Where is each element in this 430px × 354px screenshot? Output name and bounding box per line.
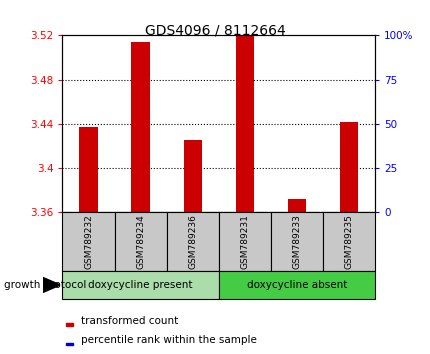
Text: doxycycline absent: doxycycline absent <box>246 280 346 290</box>
Bar <box>343 211 353 212</box>
Bar <box>166 212 218 271</box>
Bar <box>135 211 145 212</box>
Bar <box>339 122 357 212</box>
Text: GSM789232: GSM789232 <box>84 214 93 269</box>
Text: doxycycline present: doxycycline present <box>88 280 192 290</box>
Text: growth protocol: growth protocol <box>4 280 86 290</box>
Bar <box>291 211 301 212</box>
Bar <box>65 343 73 346</box>
Text: GDS4096 / 8112664: GDS4096 / 8112664 <box>145 23 285 37</box>
Bar <box>235 35 253 212</box>
Text: percentile rank within the sample: percentile rank within the sample <box>81 335 257 345</box>
Text: GSM789231: GSM789231 <box>240 214 249 269</box>
Bar <box>287 199 305 212</box>
Bar <box>131 42 149 212</box>
Bar <box>270 212 322 271</box>
Bar <box>79 127 98 212</box>
Bar <box>218 271 374 299</box>
Bar <box>218 212 270 271</box>
Bar <box>183 141 201 212</box>
Bar <box>83 211 93 212</box>
Bar <box>322 212 374 271</box>
Text: GSM789236: GSM789236 <box>188 214 197 269</box>
Text: GSM789233: GSM789233 <box>292 214 301 269</box>
Bar <box>114 212 166 271</box>
Text: transformed count: transformed count <box>81 316 178 326</box>
Bar <box>65 323 73 326</box>
Text: GSM789235: GSM789235 <box>344 214 353 269</box>
Bar <box>239 211 249 212</box>
Bar <box>62 212 114 271</box>
Polygon shape <box>43 278 60 292</box>
Bar <box>187 211 197 212</box>
Bar <box>62 271 218 299</box>
Text: GSM789234: GSM789234 <box>136 214 145 269</box>
